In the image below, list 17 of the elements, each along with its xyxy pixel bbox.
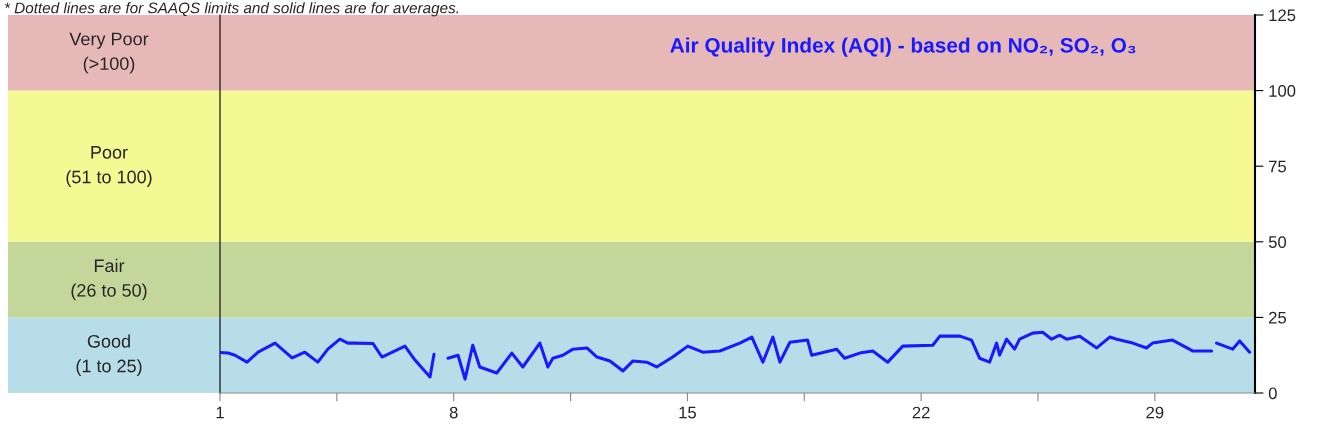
x-tick-label: 8 [449, 406, 458, 419]
x-tick-label: 22 [912, 406, 930, 419]
band-label: Fair (26 to 50) [71, 258, 147, 301]
y-tick-label: 25 [1269, 311, 1287, 324]
x-tick-label: 15 [679, 406, 696, 419]
band-label: Poor (51 to 100) [66, 146, 152, 187]
annotation: * Dotted lines are for SAAQS limits and solid lines are for averages. [4, 2, 459, 17]
band-label: Very Poor (>100) [69, 32, 149, 74]
y-tick-label: 100 [1269, 85, 1296, 97]
band-label: Good (1 to 25) [76, 334, 142, 376]
x-tick-label: 29 [1146, 406, 1164, 419]
x-tick-label: 1 [216, 406, 224, 419]
y-tick-label: 50 [1268, 236, 1287, 248]
y-tick-label: 75 [1269, 160, 1287, 173]
y-tick-label: 0 [1268, 387, 1277, 400]
y-tick-label: 125 [1269, 9, 1296, 22]
text: Air Quality Index (AQI) - based on NO₂, SO₂, O₃ [670, 37, 1136, 57]
